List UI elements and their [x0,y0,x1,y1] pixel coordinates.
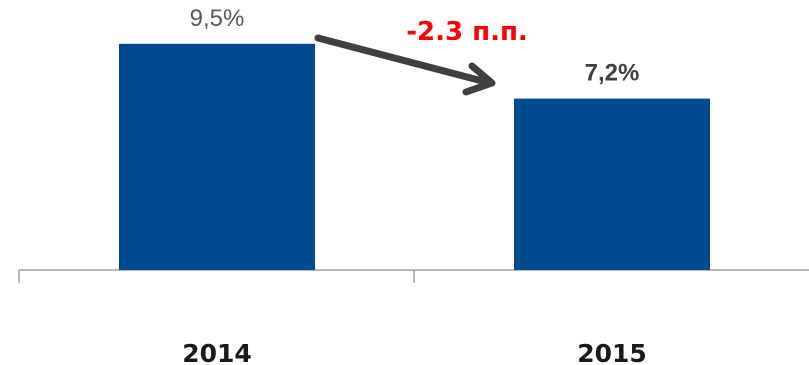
category-label-2014: 2014 [182,339,252,365]
bar-2014 [119,43,315,270]
change-arrow-head [462,62,496,96]
bar-2015 [514,98,710,270]
value-label-2014: 9,5% [190,5,245,32]
change-arrow [314,34,496,96]
change-arrow-shaft [314,34,490,86]
change-annotation: -2.3 п.п. [406,17,528,47]
value-label-2015: 7,2% [585,60,640,87]
category-label-2015: 2015 [577,339,647,365]
